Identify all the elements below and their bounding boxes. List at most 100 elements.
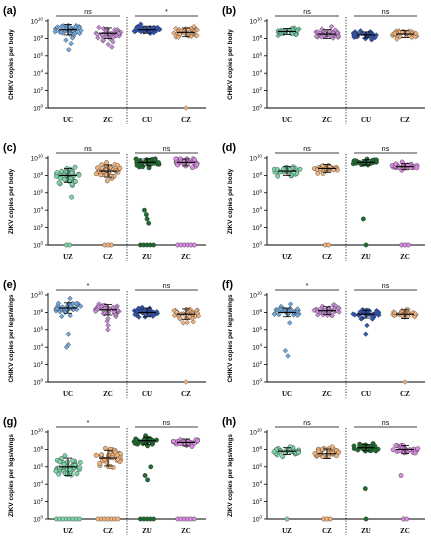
data-point [289,31,295,37]
group-zu [131,433,159,522]
data-point [150,312,157,318]
data-point [363,242,369,248]
group-uz [272,164,303,179]
data-point [151,516,157,522]
data-point [152,157,157,162]
data-point [352,158,358,164]
data-point [392,30,398,37]
group-cz [389,28,420,42]
data-point [110,39,116,45]
y-tick-label: 106 [252,188,262,197]
data-point [140,164,145,170]
data-point [336,449,342,455]
data-point [334,453,339,459]
data-point [280,454,286,460]
data-point [183,379,189,385]
data-point [277,306,283,313]
category-label: CZ [103,527,113,535]
data-point [154,24,161,31]
data-point [95,165,100,171]
data-point [294,27,301,34]
y-tick-label: 106 [33,325,43,334]
data-point [93,171,99,177]
data-point [363,331,369,337]
y-tick-label: 108 [252,445,262,454]
group-zu [351,441,381,522]
y-tick-label: 108 [33,308,43,317]
data-point [195,313,202,319]
y-tick-label: 106 [33,462,43,471]
y-tick-label: 104 [33,206,43,215]
group-zc [92,301,122,333]
data-point [154,437,159,443]
data-point [113,167,119,173]
panel-f: (f) CHIKV copies per legs/wings 100 102 104 1… [222,279,425,398]
y-tick-label: 104 [33,480,43,489]
data-point [59,168,65,174]
data-point [335,305,341,311]
y-tick-label: 100 [33,241,43,250]
data-point [52,29,58,35]
data-point [63,37,69,43]
significance-label: ns [84,146,92,153]
y-tick-label: 100 [33,515,43,524]
category-label: UC [63,390,73,398]
group-uc [52,22,84,53]
group-zc [170,437,201,522]
data-point [144,216,150,222]
data-point [415,446,421,452]
data-point [412,34,418,40]
data-point [187,306,193,312]
data-point [191,242,197,248]
category-label: UC [282,390,292,398]
data-point [319,303,326,309]
y-tick-label: 1010 [31,17,44,26]
data-point [398,473,404,478]
significance-label: ns [303,9,311,16]
data-point [313,33,320,40]
data-point [109,44,115,50]
data-point [99,452,105,458]
y-axis-label: CHIKV copies per body [227,29,234,100]
data-point [68,303,74,309]
category-label: CZ [103,253,113,261]
category-label: UC [63,116,73,124]
data-point [96,24,102,31]
data-point [194,32,200,39]
y-tick-label: 104 [252,480,262,489]
y-tick-label: 100 [33,104,43,113]
y-tick-label: 106 [252,325,262,334]
data-point [393,443,399,448]
group-uc [53,295,84,350]
panel-d: (d) ZIKV copies per body 100 102 104 106 108 10… [222,142,425,261]
group-cz [171,23,200,111]
data-point [171,438,176,444]
data-point [391,310,398,316]
data-point [293,32,299,38]
y-tick-label: 104 [252,69,262,78]
data-point [271,311,278,317]
data-point [115,456,121,462]
data-point [131,28,138,34]
panel-label: (b) [222,5,236,17]
data-point [105,315,111,322]
data-point [401,450,407,456]
y-tick-label: 100 [252,104,262,113]
data-point [143,212,149,217]
panel-label: (c) [3,142,17,154]
data-point [393,161,399,167]
panel-label: (a) [3,5,17,17]
data-point [294,312,301,319]
y-axis-label: ZIKV copies per body [227,168,234,234]
data-point [357,28,364,34]
data-point [65,331,72,337]
data-point [327,516,333,522]
y-tick-label: 100 [252,378,262,387]
group-uz [53,164,82,248]
y-tick-label: 102 [33,86,43,95]
panel-h: (h) ZIKV copies per legs/wings 100 102 104 10… [222,416,425,535]
group-cz [93,160,123,248]
data-point [180,320,186,326]
data-point [67,295,73,302]
data-point [69,181,75,187]
